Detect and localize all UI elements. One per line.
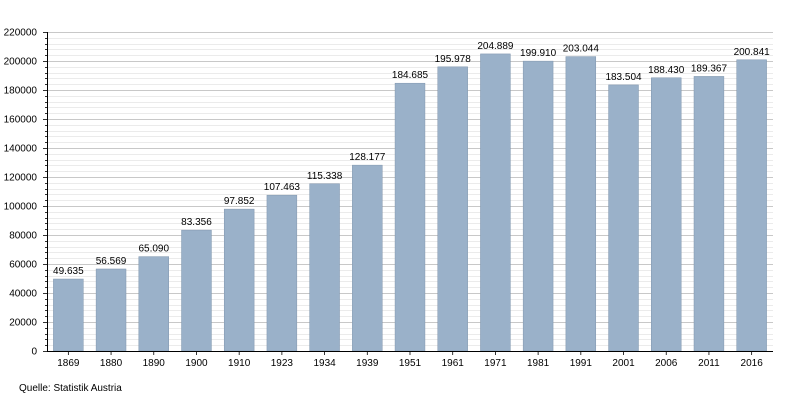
bar-value-label: 107.463 <box>264 182 301 193</box>
bars <box>53 53 767 352</box>
bar-value-label: 97.852 <box>224 196 255 207</box>
bar <box>223 208 255 352</box>
y-tick-label: 0 <box>31 347 37 358</box>
bar-value-label: 115.338 <box>307 171 343 182</box>
bar-value-label: 49.635 <box>53 266 84 277</box>
bar <box>53 278 84 352</box>
x-tick-label: 1900 <box>185 358 208 369</box>
bar-value-label: 83.356 <box>181 217 212 228</box>
x-tick-label: 2011 <box>698 358 720 369</box>
bar-value-label: 200.841 <box>734 47 771 58</box>
x-tick-label: 1910 <box>228 358 251 369</box>
x-tick-label: 1991 <box>570 358 593 369</box>
x-tick-label: 1961 <box>442 358 465 369</box>
axes <box>43 32 773 355</box>
x-tick-label: 1869 <box>57 358 80 369</box>
y-tick-label: 220000 <box>4 28 38 39</box>
bar <box>736 59 767 352</box>
y-tick-label: 60000 <box>9 260 37 271</box>
y-tick-label: 180000 <box>4 86 38 97</box>
bar-value-label: 189.367 <box>691 63 728 74</box>
bar <box>651 77 682 352</box>
x-tick-label: 1923 <box>271 358 294 369</box>
bar-value-label: 188.430 <box>648 65 685 76</box>
y-tick-label: 200000 <box>4 57 38 68</box>
source-note: Quelle: Statistik Austria <box>19 383 122 394</box>
bar <box>522 60 554 352</box>
bar-value-label: 195.978 <box>435 54 472 65</box>
bar <box>394 82 426 352</box>
bar <box>480 53 511 352</box>
bar-value-label: 204.889 <box>477 41 514 52</box>
bar <box>181 229 212 352</box>
x-tick-label: 1880 <box>100 358 123 369</box>
bar <box>352 164 383 352</box>
x-tick-label: 1971 <box>484 358 507 369</box>
bar-value-label: 184.685 <box>392 70 429 81</box>
x-tick-label: 1981 <box>527 358 550 369</box>
bar-value-label: 183.504 <box>605 72 642 83</box>
x-tick-labels: 1869 1880 1890 1900 1910 1923 1934 1939 1951 1961… <box>57 358 763 369</box>
bar <box>95 268 127 352</box>
y-tick-label: 80000 <box>9 231 37 242</box>
bar <box>309 183 340 352</box>
x-tick-label: 1934 <box>313 358 336 369</box>
x-tick-label: 2001 <box>612 358 635 369</box>
bar <box>266 194 298 352</box>
y-tick-label: 40000 <box>9 289 37 300</box>
bar-value-label: 203.044 <box>563 44 600 55</box>
bar <box>565 56 597 352</box>
bar-value-label: 65.090 <box>138 244 169 255</box>
bar <box>437 66 468 352</box>
bar-value-label: 128.177 <box>349 152 386 163</box>
y-tick-label: 140000 <box>4 144 38 155</box>
bar <box>693 76 725 352</box>
y-tick-label: 120000 <box>4 173 38 184</box>
x-tick-label: 1939 <box>356 358 379 369</box>
y-tick-label: 160000 <box>4 115 38 126</box>
y-tick-labels: 0 20000 40000 60000 80000 100000 120000 140000 1… <box>4 28 38 358</box>
x-tick-label: 2016 <box>741 358 764 369</box>
x-tick-label: 2006 <box>655 358 678 369</box>
bar <box>608 84 639 352</box>
y-tick-label: 20000 <box>9 318 37 329</box>
y-tick-label: 100000 <box>4 202 38 213</box>
value-labels: 49.635 56.569 65.090 83.356 97.852 107.463 115… <box>53 41 770 277</box>
bar <box>138 256 169 352</box>
bar-value-label: 199.910 <box>520 48 557 59</box>
x-tick-label: 1951 <box>399 358 422 369</box>
x-tick-label: 1890 <box>143 358 166 369</box>
bar-value-label: 56.569 <box>96 256 127 267</box>
